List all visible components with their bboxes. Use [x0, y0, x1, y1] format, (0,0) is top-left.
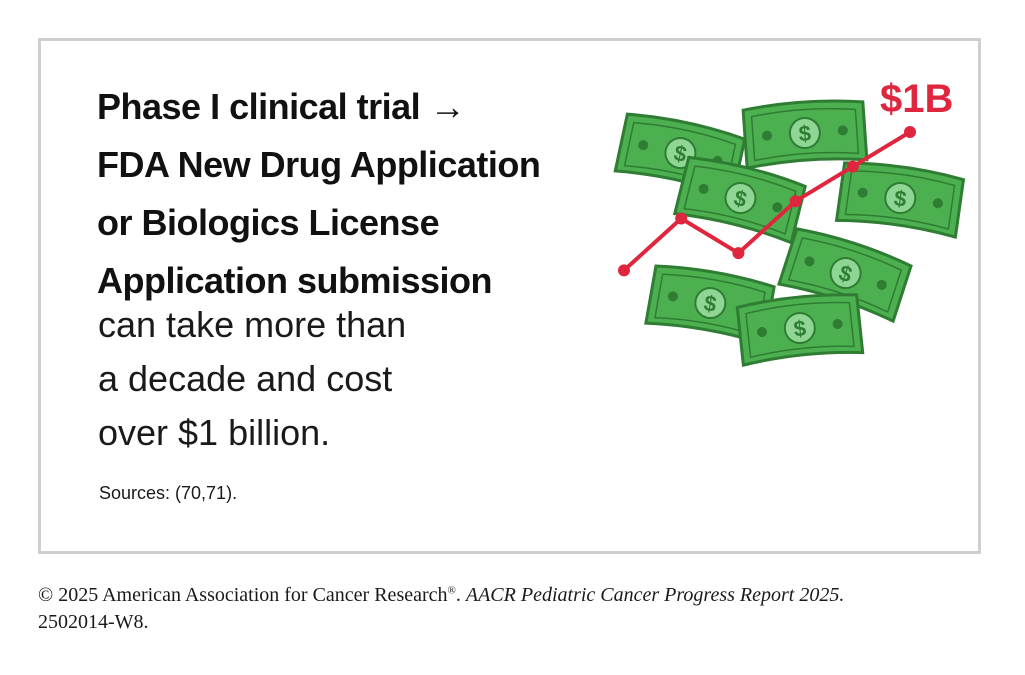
dollar-bill: $: [777, 227, 913, 324]
headline-line-3: or Biologics License: [97, 202, 440, 243]
copyright-text: © 2025 American Association for Cancer R…: [38, 584, 448, 606]
dollar-bill: $: [672, 155, 808, 245]
report-title: AACR Pediatric Cancer Progress Report 20…: [465, 584, 845, 606]
body-line-2: a decade and cost: [98, 358, 393, 399]
dollar-sign-icon: $: [672, 140, 689, 167]
headline-line-4: Application submission: [97, 260, 493, 301]
body-line-1: can take more than: [98, 304, 407, 345]
dollar-sign-icon: $: [731, 185, 749, 212]
dollar-bill: $: [834, 161, 966, 239]
trend-line: [618, 126, 916, 277]
dollar-sign-icon: $: [892, 185, 908, 211]
trend-point: [675, 212, 688, 225]
trend-point: [904, 126, 916, 138]
headline: Phase I clinical trial → FDA New Drug Ap…: [97, 78, 617, 310]
dollar-bills: $$$ $$$$: [613, 99, 966, 367]
sources-note: Sources: (70,71).: [99, 483, 238, 503]
headline-line-1: Phase I clinical trial →: [97, 86, 466, 127]
headline-line-2: FDA New Drug Application: [97, 144, 541, 185]
money-trend-illustration: $$$ $$$$ $1B: [613, 77, 966, 367]
one-billion-label: $1B: [880, 77, 953, 121]
footer-separator: .: [455, 584, 466, 606]
figure-code: 2502014-W8.: [38, 611, 149, 633]
body-line-3: over $1 billion.: [98, 412, 331, 453]
dollar-bill: $: [735, 293, 865, 367]
dollar-sign-icon: $: [792, 315, 807, 341]
trend-point: [789, 195, 802, 208]
dollar-sign-icon: $: [798, 121, 812, 147]
trend-line-path: [622, 130, 912, 272]
trend-point: [618, 264, 630, 277]
trend-point: [846, 160, 859, 173]
registered-mark: ®: [447, 584, 456, 597]
body-text: can take more than a decade and cost ove…: [98, 298, 518, 460]
footer-credit: © 2025 American Association for Cancer R…: [38, 582, 998, 636]
trend-point: [732, 247, 745, 260]
dollar-bill: $: [741, 99, 869, 170]
dollar-sign-icon: $: [702, 290, 718, 317]
